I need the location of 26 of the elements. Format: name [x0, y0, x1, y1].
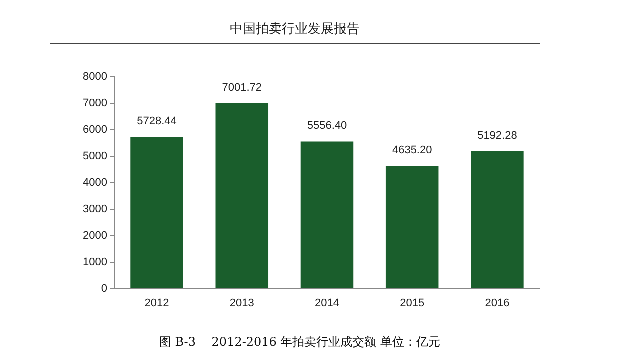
x-tick-label: 2013	[230, 297, 254, 310]
y-tick-label: 6000	[82, 124, 108, 136]
bar	[471, 151, 524, 288]
x-tick-label: 2012	[144, 297, 170, 310]
bar	[386, 166, 439, 288]
text: 中国拍卖行业发展报告	[50, 20, 540, 44]
data-label: 7001.72	[222, 82, 262, 94]
x-tick-label: 2014	[314, 297, 340, 310]
y-tick-label: 7000	[82, 98, 108, 110]
bar	[300, 142, 354, 288]
data-label: 5192.28	[478, 130, 518, 142]
data-label: 4635.20	[392, 144, 432, 157]
bar	[216, 103, 269, 288]
y-tick-label: 4000	[82, 176, 108, 189]
text: 图 B-3 2012-2016 年拍卖行业成交额 单位：亿元	[158, 334, 442, 351]
x-tick-label: 2016	[485, 297, 510, 310]
y-tick-label: 2000	[82, 230, 108, 242]
y-tick-label: 0	[101, 282, 108, 295]
data-label: 5556.40	[307, 120, 348, 132]
y-tick-label: 1000	[82, 256, 108, 268]
x-tick-label: 2015	[400, 297, 425, 310]
data-label: 5728.44	[137, 116, 177, 128]
y-tick-label: 3000	[82, 203, 108, 216]
y-tick-label: 5000	[82, 150, 108, 162]
y-tick-label: 8000	[82, 71, 108, 84]
bar	[130, 137, 184, 288]
